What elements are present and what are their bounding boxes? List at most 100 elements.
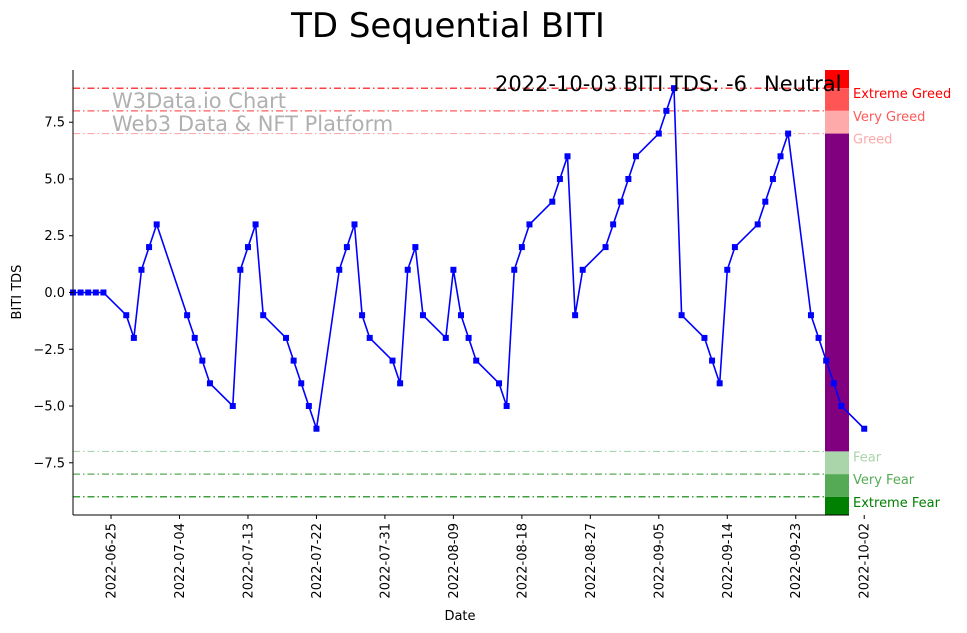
zone-band-fear xyxy=(825,451,849,475)
x-tick-label: 2022-07-22 xyxy=(310,523,325,599)
zone-band-very-fear xyxy=(825,474,849,497)
x-tick-label: 2022-08-27 xyxy=(584,523,599,599)
data-point-13 xyxy=(206,380,213,387)
data-point-3 xyxy=(92,289,99,296)
data-point-53 xyxy=(632,153,639,160)
data-point-43 xyxy=(526,221,533,228)
zone-band-neutral xyxy=(825,133,849,452)
data-point-62 xyxy=(731,244,738,251)
x-tick-label: 2022-09-05 xyxy=(652,523,667,599)
data-point-2 xyxy=(85,289,92,296)
data-point-71 xyxy=(830,380,837,387)
x-ticks: 2022-06-25 2022-07-04 2022-07-13 2022-07-22… xyxy=(105,515,873,599)
data-point-42 xyxy=(518,244,525,251)
data-point-39 xyxy=(496,380,503,387)
data-point-65 xyxy=(769,175,776,182)
data-point-48 xyxy=(579,266,586,273)
data-point-57 xyxy=(678,312,685,319)
y-tick-label: −5.0 xyxy=(33,400,65,415)
data-point-64 xyxy=(762,198,769,205)
x-tick-label: 2022-07-31 xyxy=(378,523,393,599)
data-point-46 xyxy=(564,153,571,160)
axes xyxy=(72,70,849,516)
data-point-45 xyxy=(556,175,563,182)
data-point-31 xyxy=(404,266,411,273)
zone-label-fear: Fear xyxy=(853,450,882,465)
data-point-5 xyxy=(123,312,130,319)
data-point-27 xyxy=(359,312,366,319)
data-point-68 xyxy=(807,312,814,319)
data-point-1 xyxy=(77,289,84,296)
data-point-47 xyxy=(572,312,579,319)
zone-label-extreme-greed: Extreme Greed xyxy=(853,87,951,102)
zone-labels: Extreme Greed Very Greed Greed Fear Very Fea… xyxy=(853,87,951,511)
data-point-20 xyxy=(290,357,297,364)
watermark-line-2: Web3 Data & NFT Platform xyxy=(112,112,393,136)
data-point-69 xyxy=(815,334,822,341)
data-point-40 xyxy=(503,403,510,410)
data-point-67 xyxy=(785,130,792,137)
zone-band-greed xyxy=(825,110,849,134)
data-point-51 xyxy=(617,198,624,205)
zone-label-very-greed: Very Greed xyxy=(853,110,925,125)
data-point-66 xyxy=(777,153,784,160)
zone-band-very-greed xyxy=(825,88,849,111)
data-point-19 xyxy=(283,334,290,341)
data-point-15 xyxy=(237,266,244,273)
data-point-54 xyxy=(655,130,662,137)
data-point-36 xyxy=(458,312,464,319)
x-tick-label: 2022-09-23 xyxy=(789,523,804,599)
x-tick-label: 2022-06-25 xyxy=(105,523,120,599)
y-tick-label: 7.5 xyxy=(44,116,65,131)
data-point-52 xyxy=(625,175,632,182)
data-point-29 xyxy=(389,357,396,364)
status-readout: 2022-10-03 BITI TDS: -6 Neutral xyxy=(495,72,842,96)
data-point-59 xyxy=(709,357,716,364)
data-point-30 xyxy=(397,380,404,387)
zone-bands xyxy=(825,70,849,515)
data-point-16 xyxy=(244,244,251,251)
data-point-50 xyxy=(610,221,617,228)
data-point-12 xyxy=(199,357,206,364)
zone-label-very-fear: Very Fear xyxy=(853,473,915,488)
data-point-14 xyxy=(229,403,236,410)
data-point-4 xyxy=(100,289,107,296)
data-point-18 xyxy=(260,312,267,319)
data-point-22 xyxy=(305,403,312,410)
data-point-34 xyxy=(442,334,449,341)
data-point-17 xyxy=(252,221,259,228)
chart-title: TD Sequential BITI xyxy=(290,6,605,46)
data-point-55 xyxy=(663,107,670,114)
data-point-8 xyxy=(146,244,153,251)
data-point-38 xyxy=(473,357,480,364)
data-point-10 xyxy=(184,312,191,319)
data-point-21 xyxy=(298,380,305,387)
data-point-37 xyxy=(465,334,472,341)
zone-band-extreme-greed xyxy=(825,70,849,89)
y-tick-label: 0.0 xyxy=(44,286,65,301)
data-point-24 xyxy=(336,266,343,273)
y-axis-label: BITI TDS xyxy=(10,265,25,320)
y-tick-label: −2.5 xyxy=(33,343,65,358)
data-point-60 xyxy=(716,380,723,387)
y-tick-label: 2.5 xyxy=(44,229,65,244)
data-point-25 xyxy=(343,244,350,251)
series-layer xyxy=(70,85,868,432)
data-point-58 xyxy=(701,334,708,341)
status-text: 2022-10-03 BITI TDS: -6 xyxy=(495,72,747,96)
y-tick-label: 5.0 xyxy=(44,172,65,187)
watermark: W3Data.io Chart Web3 Data & NFT Platform xyxy=(112,89,393,136)
data-point-70 xyxy=(823,357,830,364)
zone-label-extreme-fear: Extreme Fear xyxy=(853,496,941,511)
data-point-44 xyxy=(549,198,556,205)
data-point-49 xyxy=(602,244,609,251)
data-point-9 xyxy=(153,221,160,228)
data-point-6 xyxy=(130,334,137,341)
data-point-41 xyxy=(511,266,518,273)
data-point-35 xyxy=(450,266,457,273)
data-point-63 xyxy=(754,221,761,228)
data-point-7 xyxy=(138,266,145,273)
data-point-73 xyxy=(861,425,868,432)
x-tick-label: 2022-07-13 xyxy=(241,523,256,599)
